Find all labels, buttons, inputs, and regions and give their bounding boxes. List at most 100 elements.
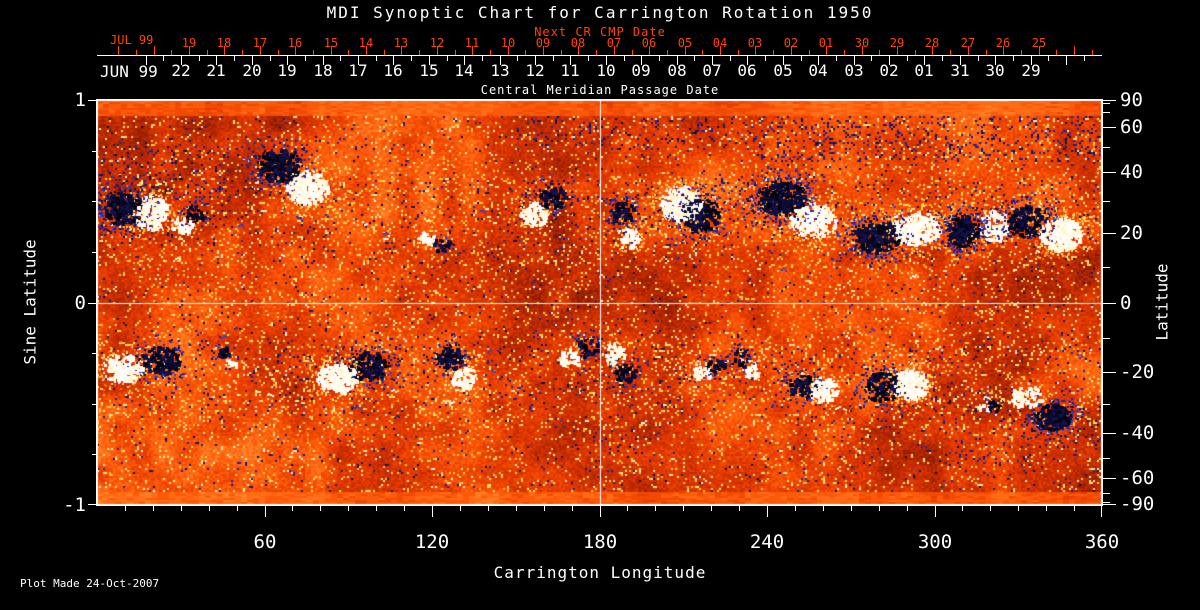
next-cr-tick bbox=[490, 50, 491, 55]
latitude-major-tick bbox=[1103, 233, 1116, 234]
next-cr-tick-label: 11 bbox=[464, 36, 480, 50]
latitude-minor-tick bbox=[1103, 103, 1110, 104]
next-cr-tick bbox=[154, 46, 155, 55]
next-cr-tick bbox=[773, 50, 774, 55]
sine-lat-tick-label: 1 bbox=[74, 89, 86, 111]
page-title: MDI Synoptic Chart for Carrington Rotati… bbox=[326, 3, 874, 22]
cmp-date-tick-label: 20 bbox=[242, 61, 262, 80]
latitude-major-tick bbox=[1103, 303, 1116, 304]
next-cr-tick bbox=[384, 50, 385, 55]
next-cr-tick-label: 08 bbox=[570, 36, 586, 50]
next-cr-tick-label: 25 bbox=[1031, 36, 1047, 50]
cmp-date-tick bbox=[287, 56, 288, 65]
next-cr-tick bbox=[932, 46, 933, 55]
cmp-date-tick bbox=[942, 56, 943, 61]
latitude-tick-label: -90 bbox=[1120, 493, 1155, 515]
longitude-minor-tick bbox=[1046, 505, 1047, 511]
cmp-date-tick-label: 12 bbox=[525, 61, 545, 80]
cmp-date-tick bbox=[801, 56, 802, 61]
cmp-date-tick bbox=[836, 56, 837, 61]
cmp-date-tick-label: 10 bbox=[596, 61, 616, 80]
longitude-minor-tick bbox=[292, 505, 293, 511]
next-cr-tick-label: 13 bbox=[393, 36, 409, 50]
cmp-date-tick bbox=[500, 56, 501, 65]
cmp-date-tick bbox=[712, 56, 713, 65]
longitude-minor-tick bbox=[683, 505, 684, 511]
next-cr-tick bbox=[596, 50, 597, 55]
next-cr-tick-label: 26 bbox=[995, 36, 1011, 50]
right-axis-title: Latitude bbox=[1152, 263, 1172, 341]
cmp-date-tick-label: 15 bbox=[419, 61, 439, 80]
longitude-minor-tick bbox=[879, 505, 880, 511]
cmp-date-tick bbox=[553, 56, 554, 61]
cmp-date-tick bbox=[1048, 56, 1049, 61]
latitude-major-tick bbox=[1103, 372, 1116, 373]
next-cr-tick bbox=[1021, 50, 1022, 55]
latitude-tick-label: 0 bbox=[1120, 292, 1132, 314]
longitude-major-tick bbox=[935, 505, 936, 517]
next-cr-tick bbox=[915, 50, 916, 55]
next-cr-tick bbox=[543, 46, 544, 55]
next-cr-tick-label: 14 bbox=[358, 36, 374, 50]
next-cr-tick bbox=[667, 50, 668, 55]
longitude-minor-tick bbox=[460, 505, 461, 511]
plot-made-footer: Plot Made 24-Oct-2007 bbox=[20, 577, 160, 590]
latitude-minor-tick bbox=[1103, 458, 1110, 459]
next-cr-tick bbox=[224, 46, 225, 55]
next-cr-tick bbox=[171, 50, 172, 55]
cmp-date-tick-label: 13 bbox=[490, 61, 510, 80]
latitude-major-tick bbox=[1103, 172, 1116, 173]
next-cr-tick bbox=[331, 46, 332, 55]
next-cr-tick-label: 06 bbox=[641, 36, 657, 50]
sine-lat-minor-tick bbox=[92, 151, 97, 152]
cmp-date-tick bbox=[907, 56, 908, 61]
next-cr-tick bbox=[738, 50, 739, 55]
latitude-tick-label: -20 bbox=[1120, 361, 1155, 383]
next-cr-tick-label: 27 bbox=[960, 36, 976, 50]
latitude-tick-label: 20 bbox=[1120, 222, 1143, 244]
longitude-minor-tick bbox=[153, 505, 154, 511]
longitude-minor-tick bbox=[1018, 505, 1019, 511]
cmp-date-tick bbox=[641, 56, 642, 65]
sine-lat-minor-tick bbox=[92, 454, 97, 455]
latitude-minor-tick bbox=[1103, 201, 1110, 202]
latitude-tick-label: 60 bbox=[1120, 116, 1143, 138]
longitude-minor-tick bbox=[907, 505, 908, 511]
next-cr-tick bbox=[879, 50, 880, 55]
next-cr-tick bbox=[455, 50, 456, 55]
cmp-date-axes: 19 18 17 16 15 14 13 12 11 10 09 08 07 06 05 04 03 02 01 30… bbox=[0, 0, 1200, 100]
cmp-date-tick-label: 21 bbox=[206, 61, 226, 80]
cmp-date-tick bbox=[517, 56, 518, 61]
sine-lat-tick-label: -1 bbox=[63, 494, 86, 516]
next-cr-tick bbox=[242, 50, 243, 55]
next-cr-tick-label: 29 bbox=[889, 36, 905, 50]
cmp-date-tick-label: 09 bbox=[631, 61, 651, 80]
next-cr-tick bbox=[809, 50, 810, 55]
cmp-date-tick-label: 07 bbox=[702, 61, 722, 80]
longitude-minor-tick bbox=[404, 505, 405, 511]
next-cr-tick bbox=[348, 50, 349, 55]
sine-lat-major-tick bbox=[88, 303, 97, 304]
next-cr-tick bbox=[1003, 46, 1004, 55]
latitude-major-tick bbox=[1103, 100, 1116, 101]
cmp-date-tick bbox=[1084, 56, 1085, 61]
longitude-minor-tick bbox=[237, 505, 238, 511]
longitude-minor-tick bbox=[655, 505, 656, 511]
cmp-date-tick bbox=[447, 56, 448, 61]
longitude-minor-tick bbox=[795, 505, 796, 511]
next-cr-tick bbox=[862, 46, 863, 55]
cmp-date-tick bbox=[323, 56, 324, 65]
cmp-date-tick bbox=[482, 56, 483, 61]
cmp-date-tick-label: 11 bbox=[560, 61, 580, 80]
next-cr-tick bbox=[1056, 50, 1057, 55]
date-axis-line bbox=[97, 55, 1102, 56]
next-cr-tick bbox=[791, 46, 792, 55]
latitude-minor-tick bbox=[1103, 338, 1110, 339]
longitude-tick-label: 120 bbox=[414, 531, 450, 553]
cmp-date-tick bbox=[730, 56, 731, 61]
sine-lat-minor-tick bbox=[92, 201, 97, 202]
next-cr-tick-label: 19 bbox=[181, 36, 197, 50]
longitude-minor-tick bbox=[823, 505, 824, 511]
cmp-date-tick bbox=[411, 56, 412, 61]
next-cr-tick bbox=[525, 50, 526, 55]
